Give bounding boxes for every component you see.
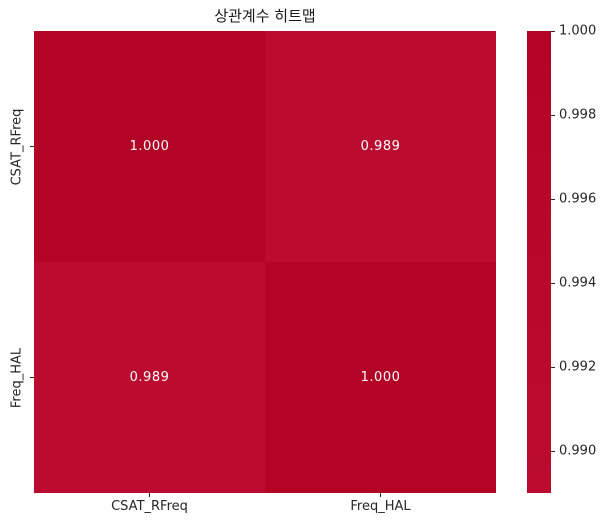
colorbar-tick-mark (551, 283, 555, 284)
colorbar-tick-mark (551, 115, 555, 116)
colorbar-tick-mark (551, 31, 555, 32)
colorbar-tick-label: 1.000 (559, 23, 597, 39)
heatmap-cell-freq_hal-csat_rfreq: 0.989 (34, 262, 265, 493)
cell-annotation: 0.989 (129, 370, 170, 385)
heatmap-cell-freq_hal-freq_hal: 1.000 (265, 262, 496, 493)
y-axis-tick-mark (30, 377, 34, 378)
colorbar-tick-label: 0.992 (559, 359, 597, 375)
x-tick-label-freq-hal: Freq_HAL (350, 499, 411, 514)
chart-title: 상관계수 히트맵 (214, 7, 316, 25)
colorbar-tick-mark (551, 367, 555, 368)
x-tick-label-csat-rfreq: CSAT_RFreq (111, 499, 188, 514)
colorbar-tick-label: 0.994 (559, 275, 597, 291)
heatmap-cell-csat_rfreq-csat_rfreq: 1.000 (34, 31, 265, 262)
x-axis-tick-mark (380, 493, 381, 497)
colorbar-tick-label: 0.998 (559, 107, 597, 123)
y-tick-label-csat-rfreq: CSAT_RFreq (9, 108, 25, 185)
cell-annotation: 1.000 (129, 139, 170, 154)
cell-annotation: 1.000 (360, 370, 401, 385)
colorbar-tick-label: 0.996 (559, 191, 597, 207)
heatmap-grid: 1.000 0.989 0.989 1.000 (34, 31, 496, 493)
heatmap-cell-csat_rfreq-freq_hal: 0.989 (265, 31, 496, 262)
colorbar-tick-label: 0.990 (559, 443, 597, 459)
colorbar-tick-mark (551, 199, 555, 200)
cell-annotation: 0.989 (360, 139, 401, 154)
x-axis-tick-mark (149, 493, 150, 497)
y-tick-label-freq-hal: Freq_HAL (9, 347, 25, 408)
colorbar (527, 31, 551, 493)
y-axis-tick-mark (30, 146, 34, 147)
colorbar-tick-mark (551, 451, 555, 452)
